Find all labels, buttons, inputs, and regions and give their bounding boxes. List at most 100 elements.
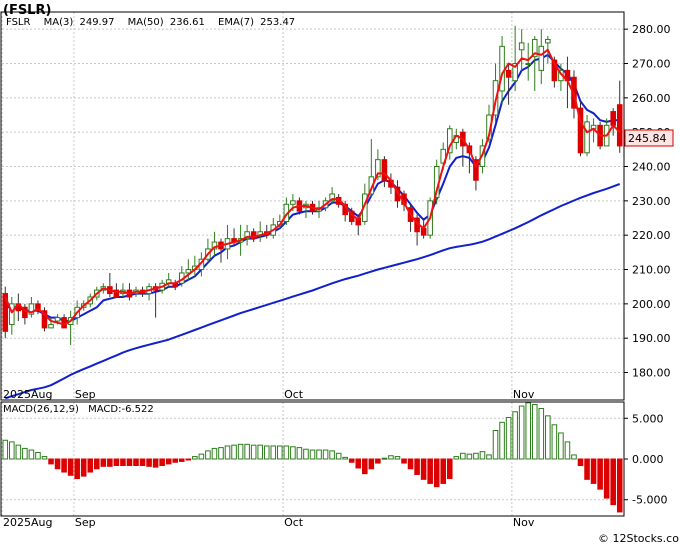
candle-body: [610, 111, 616, 126]
legend-ma3-label: MA(3): [44, 17, 74, 28]
macd-x-labels: 2025Aug Sep Oct Nov: [3, 516, 535, 529]
macd-bars: [2, 402, 623, 513]
macd-bar: [460, 452, 466, 460]
candle-body: [531, 38, 538, 58]
legend-symbol: FSLR: [6, 17, 30, 28]
macd-bar: [290, 446, 296, 460]
macd-bar: [610, 458, 616, 506]
macd-tick-label: 0.000: [632, 453, 664, 466]
macd-x-label: Nov: [513, 516, 535, 529]
macd-bar: [172, 458, 179, 463]
price-y-ticks: 180.00 190.00 200.00 210.00 220.00 230.00 240.…: [624, 23, 671, 380]
price-x-label: Sep: [75, 388, 96, 401]
macd-bar: [388, 455, 394, 460]
candle-body: [329, 193, 335, 202]
macd-bar: [616, 458, 623, 513]
macd-bar: [61, 458, 67, 473]
macd-x-label: 2025Aug: [3, 516, 52, 529]
candle-body: [375, 159, 381, 178]
candles: [2, 25, 623, 346]
macd-bar: [375, 458, 381, 464]
legend-ma3-value: 249.97: [79, 17, 114, 28]
macd-bar: [113, 458, 120, 467]
macd-bar: [178, 458, 185, 462]
macd-bar: [479, 451, 486, 460]
macd-bar: [342, 456, 348, 460]
macd-bar: [512, 411, 518, 460]
macd-bar: [192, 456, 198, 460]
macd-bar: [348, 458, 355, 463]
macd-bar: [263, 445, 270, 460]
price-tick-label: 240.00: [632, 161, 671, 174]
macd-bar: [48, 458, 54, 465]
macd-bar: [309, 449, 316, 460]
macd-bar: [22, 447, 28, 460]
candle-body: [577, 107, 584, 154]
macd-bar: [525, 402, 532, 460]
macd-bar: [414, 458, 420, 475]
macd-bar: [545, 415, 551, 460]
price-x-label: Oct: [284, 388, 304, 401]
macd-bar: [440, 458, 447, 484]
last-price-box: [624, 129, 674, 147]
macd-bar: [473, 452, 479, 460]
macd-bar: [218, 447, 224, 460]
macd-legend: MACD(26,12,9) MACD:-6.522: [3, 404, 154, 415]
macd-bar: [270, 445, 277, 460]
macd-bar: [205, 450, 211, 460]
macd-bar: [316, 449, 322, 460]
candle-body: [48, 323, 54, 329]
macd-bar: [453, 456, 460, 460]
macd-bar: [126, 458, 133, 467]
candle-body: [518, 42, 525, 51]
macd-bar: [362, 458, 368, 475]
legend: FSLR MA(3) 249.97 MA(50) 236.61 EMA(7) 2…: [6, 17, 295, 28]
macd-bar: [427, 458, 433, 484]
macd-bar: [538, 408, 545, 460]
macd-bar: [41, 456, 48, 460]
macd-bar: [531, 403, 538, 460]
macd-bar: [486, 454, 492, 460]
macd-bar: [283, 445, 290, 460]
price-tick-label: 210.00: [632, 264, 671, 277]
macd-bar: [466, 453, 473, 460]
macd-bar: [2, 439, 9, 460]
price-x-label: Nov: [513, 388, 535, 401]
candle-body: [420, 227, 427, 236]
macd-bar: [597, 458, 603, 490]
macd-bar: [67, 458, 74, 476]
candle-body: [211, 241, 218, 250]
macd-bar: [15, 444, 22, 460]
macd-bar: [433, 458, 440, 488]
candle-body: [9, 303, 15, 325]
candle-body: [473, 159, 479, 181]
legend-ema7-label: EMA(7): [218, 17, 254, 28]
macd-bar: [492, 430, 499, 460]
candle-body: [185, 269, 192, 274]
last-price-label: 245.84: [628, 132, 667, 145]
macd-bar: [394, 456, 401, 460]
candle-body: [538, 45, 545, 71]
candle-body: [244, 231, 250, 240]
candle-body: [28, 303, 35, 315]
price-tick-label: 260.00: [632, 92, 671, 105]
ema7-line: [5, 53, 620, 322]
macd-bar: [551, 424, 558, 460]
candle-body: [584, 121, 590, 154]
candle-body: [545, 38, 551, 44]
macd-bar: [107, 458, 113, 467]
footer-copyright: © 12Stocks.com: [598, 532, 680, 545]
macd-bar: [28, 449, 35, 460]
ma3-series: [4, 48, 621, 326]
macd-bar: [9, 441, 15, 460]
macd-bar: [133, 458, 139, 467]
macd-tick-label: -5.000: [632, 494, 667, 507]
macd-bar: [381, 457, 388, 460]
macd-bar: [329, 450, 335, 460]
price-tick-label: 270.00: [632, 58, 671, 71]
macd-bar: [244, 443, 250, 460]
candle-body: [2, 293, 9, 332]
macd-bar: [54, 458, 61, 470]
macd-bar: [355, 458, 362, 469]
